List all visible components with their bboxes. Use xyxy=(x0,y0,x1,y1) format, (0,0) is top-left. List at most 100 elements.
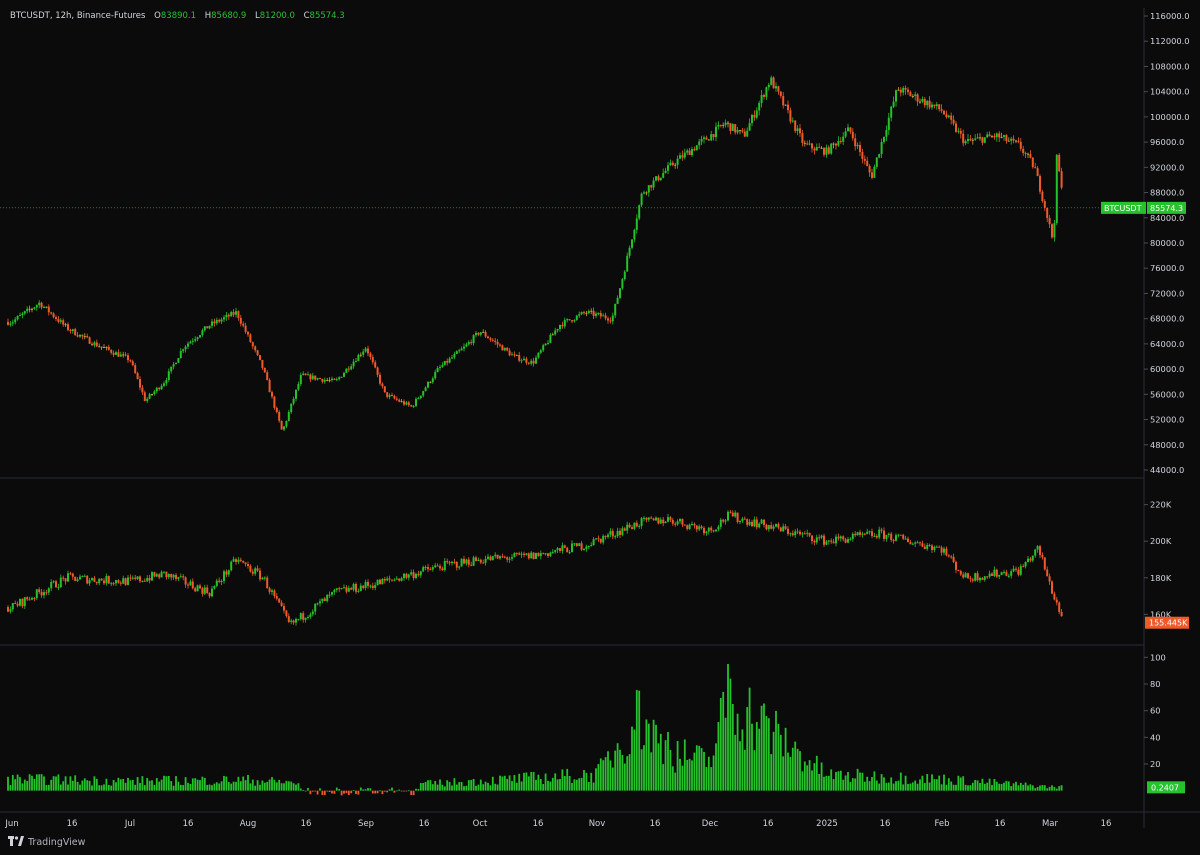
indicator-candle xyxy=(758,523,761,528)
price-candle xyxy=(9,323,12,325)
time-tick-label: 16 xyxy=(183,819,194,829)
histogram-bar xyxy=(141,776,144,791)
price-candle xyxy=(609,320,612,322)
price-candle xyxy=(890,106,893,118)
histogram-bar xyxy=(21,783,24,791)
price-candle xyxy=(403,401,405,405)
histogram-bar xyxy=(599,758,602,791)
price-candle xyxy=(429,381,432,383)
indicator-candle xyxy=(686,525,689,529)
indicator-candle xyxy=(292,620,295,623)
indicator-candle xyxy=(823,535,825,545)
price-candle xyxy=(955,123,957,132)
indicator-candles[interactable] xyxy=(7,509,1063,626)
histogram-bar xyxy=(309,790,312,795)
indicator-candle xyxy=(731,512,734,517)
indicator-candle xyxy=(211,588,213,597)
indicator-candle xyxy=(266,577,269,589)
price-candle xyxy=(307,374,309,376)
histogram-bar xyxy=(230,783,233,791)
indicator-candle xyxy=(441,568,444,571)
histogram-bar xyxy=(535,779,537,791)
histogram-bar xyxy=(971,782,974,791)
price-candle xyxy=(736,130,739,133)
price-candle xyxy=(340,376,343,378)
indicator-candle xyxy=(175,574,177,579)
histogram-bar xyxy=(513,775,516,791)
indicator-candle xyxy=(345,587,348,592)
histogram-bar xyxy=(177,781,180,791)
indicator-candle xyxy=(143,580,146,582)
indicator-candle xyxy=(947,555,950,557)
histogram-bar xyxy=(367,788,369,791)
tradingview-branding[interactable]: TradingView xyxy=(8,836,85,849)
price-candle xyxy=(415,398,417,406)
histogram-bar xyxy=(307,787,309,791)
indicator-last-badge xyxy=(1145,616,1189,629)
indicator-candle xyxy=(916,542,919,544)
histogram-bar xyxy=(796,748,799,791)
price-candle xyxy=(1005,135,1008,142)
histogram-bar xyxy=(129,780,132,791)
indicator-candle xyxy=(475,557,477,561)
indicator-candle xyxy=(669,517,672,520)
price-candle xyxy=(614,303,617,316)
last-price-badge xyxy=(1147,201,1186,214)
histogram-bar xyxy=(1053,786,1056,791)
histogram-bar xyxy=(52,776,55,791)
histogram-tick-label: 40 xyxy=(1150,732,1161,742)
indicator-candle xyxy=(1010,571,1013,576)
indicator-candle xyxy=(928,545,931,547)
price-candle xyxy=(11,322,14,324)
histogram-bar xyxy=(707,756,710,791)
histogram-bar xyxy=(122,779,125,791)
price-candle xyxy=(695,145,698,151)
indicator-candle xyxy=(849,538,852,540)
price-candle xyxy=(981,137,984,143)
histogram-bar xyxy=(160,779,163,791)
indicator-candle xyxy=(561,545,564,551)
indicator-candle xyxy=(410,572,413,575)
histogram-bar xyxy=(587,781,590,791)
indicator-candle xyxy=(453,561,456,563)
price-candle xyxy=(69,330,72,332)
indicator-candle xyxy=(376,579,379,586)
histogram-bar xyxy=(830,769,833,791)
price-candle xyxy=(302,373,305,375)
indicator-candle xyxy=(628,524,631,528)
histogram-bar xyxy=(645,719,648,791)
histogram-bar xyxy=(1041,785,1044,791)
price-tick-label: 48000.0 xyxy=(1150,440,1184,450)
histogram-bar xyxy=(763,703,765,791)
histogram-bar xyxy=(131,779,134,791)
price-candle xyxy=(715,126,717,138)
indicator-candle xyxy=(813,541,816,543)
histogram-bar xyxy=(724,717,727,791)
histogram-bar xyxy=(59,784,62,791)
time-tick-label: Nov xyxy=(589,819,606,829)
price-candle xyxy=(16,316,19,320)
price-candles[interactable] xyxy=(7,75,1063,432)
indicator-candle xyxy=(571,543,573,553)
indicator-candle xyxy=(455,561,458,568)
price-candle xyxy=(422,391,425,396)
indicator-candle xyxy=(986,576,989,578)
price-candle xyxy=(523,358,525,361)
volume-histogram[interactable] xyxy=(7,664,1063,796)
price-candle xyxy=(1029,154,1032,158)
indicator-candle xyxy=(1031,555,1034,561)
time-tick-label: 16 xyxy=(880,819,891,829)
price-candle xyxy=(542,345,545,351)
price-candle xyxy=(887,117,890,131)
histogram-bar xyxy=(508,775,511,791)
price-candle xyxy=(105,346,108,348)
indicator-tick-label: 220K xyxy=(1150,500,1172,510)
price-candle xyxy=(671,162,674,166)
price-candle xyxy=(134,365,137,374)
price-candle xyxy=(597,313,600,315)
histogram-bar xyxy=(938,775,941,791)
indicator-candle xyxy=(1003,571,1005,573)
price-candle xyxy=(244,325,247,332)
histogram-bar xyxy=(854,778,857,791)
